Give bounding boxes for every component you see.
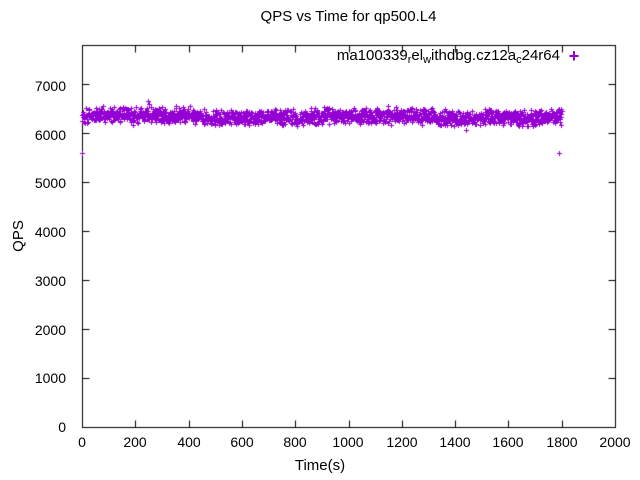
x-tick-label: 1400	[439, 434, 471, 450]
x-tick-label: 1000	[332, 434, 364, 450]
chart-title: QPS vs Time for qp500.L4	[260, 8, 437, 25]
y-tick-label: 6000	[34, 127, 66, 143]
legend-text-segment: ithdbg.cz12a	[431, 47, 517, 64]
legend-plus-marker: +	[568, 46, 580, 66]
x-tick-label: 800	[283, 434, 307, 450]
x-tick-label: 1800	[546, 434, 578, 450]
y-tick-label: 1000	[34, 370, 66, 386]
y-tick-label: 4000	[34, 224, 66, 240]
x-tick-label: 1600	[492, 434, 524, 450]
legend-text-segment: ma100339	[336, 47, 408, 64]
x-tick-label: 600	[230, 434, 254, 450]
legend-text-segment: el	[411, 47, 424, 64]
legend-subscript: c	[516, 54, 522, 66]
x-axis-title: Time(s)	[294, 457, 346, 474]
legend-label: ma100339relwithdbg.cz12ac24r64	[336, 47, 560, 66]
x-tick-label: 2000	[599, 434, 631, 450]
y-tick-label: 0	[58, 419, 66, 435]
y-tick-label: 7000	[34, 78, 66, 94]
legend-subscript: w	[423, 54, 432, 66]
y-tick-label: 5000	[34, 175, 66, 191]
legend-subscript: r	[407, 54, 412, 66]
y-tick-label: 3000	[34, 273, 66, 289]
x-tick-label: 200	[123, 434, 147, 450]
x-tick-label: 0	[78, 434, 86, 450]
legend-text-segment: 24r64	[521, 47, 560, 64]
x-tick-label: 1200	[386, 434, 418, 450]
x-tick-label: 400	[177, 434, 201, 450]
y-tick-label: 2000	[34, 322, 66, 338]
